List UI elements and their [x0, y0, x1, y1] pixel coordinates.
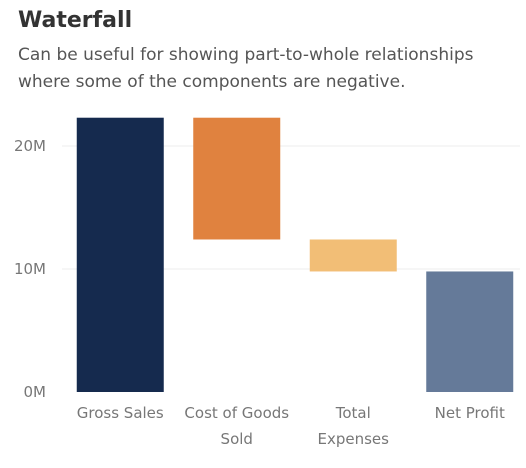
bar[interactable]: [309, 239, 397, 272]
x-tick-label: Cost of Goods: [184, 404, 289, 422]
y-tick-label: 0M: [24, 383, 47, 401]
chart-subtitle: Can be useful for showing part-to-whole …: [18, 45, 474, 92]
chart-title: Waterfall: [18, 8, 133, 33]
bar[interactable]: [193, 117, 281, 240]
bar[interactable]: [426, 271, 514, 392]
x-tick-label: Net Profit: [435, 404, 505, 422]
y-axis: 0M 10M 20M: [14, 137, 46, 401]
x-tick-label: Sold: [221, 430, 253, 448]
bars: [76, 117, 514, 393]
bar[interactable]: [76, 117, 164, 393]
y-tick-label: 20M: [14, 137, 46, 155]
x-tick-label: Gross Sales: [77, 404, 164, 422]
x-tick-label: Expenses: [318, 430, 390, 448]
x-tick-label: Total: [335, 404, 371, 422]
y-tick-label: 10M: [14, 260, 46, 278]
x-axis: Gross Sales Cost of Goods Sold Total Expense…: [77, 404, 505, 448]
